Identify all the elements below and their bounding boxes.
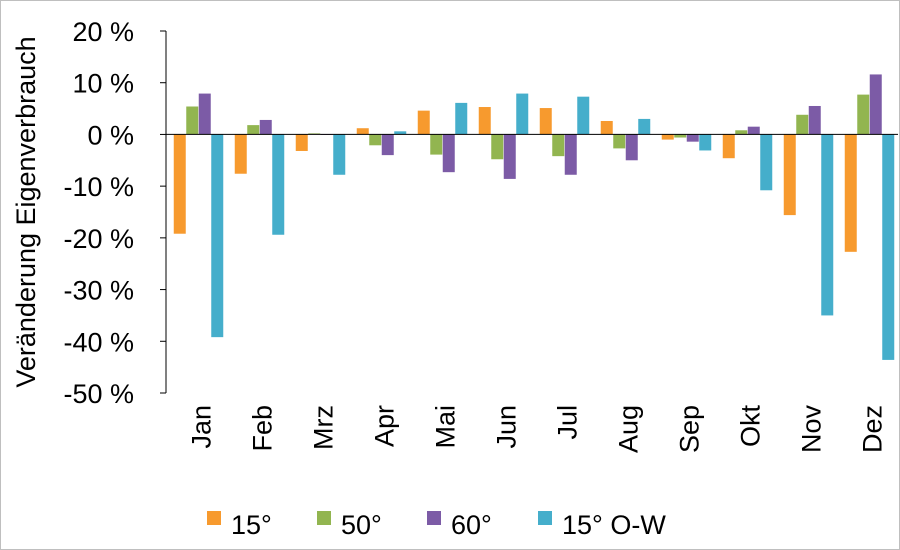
bar xyxy=(882,134,895,360)
x-tick-label: Jun xyxy=(492,405,522,449)
bar xyxy=(503,134,516,179)
bar xyxy=(577,96,590,135)
legend-swatch xyxy=(427,511,441,525)
x-tick-label: Jan xyxy=(187,405,217,449)
bar xyxy=(600,120,613,135)
bar xyxy=(844,134,857,252)
bar xyxy=(747,126,760,135)
legend-swatch xyxy=(207,511,221,525)
bar xyxy=(186,106,199,135)
y-axis-ticks: 20 % 10 % 0 % -10 % -20 % -30 % -40 % -50 % xyxy=(63,17,166,409)
y-tick-label: -50 % xyxy=(63,379,134,409)
bar xyxy=(869,74,882,135)
x-tick-label: Mai xyxy=(431,405,461,449)
legend-label: 50° xyxy=(341,510,382,540)
bar xyxy=(308,133,321,135)
bar xyxy=(491,134,504,160)
bar xyxy=(259,119,272,135)
x-tick-label: Feb xyxy=(248,405,278,452)
bar xyxy=(735,130,748,135)
bar xyxy=(808,105,821,135)
bar xyxy=(552,134,565,157)
y-tick-label: -40 % xyxy=(63,327,134,357)
legend-swatch xyxy=(317,511,331,525)
bar xyxy=(173,134,186,234)
bar xyxy=(430,134,443,155)
bar xyxy=(638,118,651,135)
bar xyxy=(234,134,247,174)
x-tick-label: Okt xyxy=(736,405,766,448)
x-axis-labels: Jan Feb Mrz Apr Mai Jun Jul Aug Sep Okt Nov Dez xyxy=(187,405,888,454)
bar xyxy=(783,134,796,216)
bar xyxy=(564,134,577,175)
bar xyxy=(356,128,369,135)
bars xyxy=(173,74,895,360)
bar xyxy=(381,134,394,156)
y-tick-label: -20 % xyxy=(63,224,134,254)
bar xyxy=(442,134,455,173)
y-tick-label: 0 % xyxy=(87,120,134,150)
bar xyxy=(722,134,735,159)
x-tick-label: Mrz xyxy=(309,405,339,450)
bar xyxy=(455,102,468,135)
bar xyxy=(821,134,834,316)
bar xyxy=(796,114,809,135)
y-tick-label: -10 % xyxy=(63,172,134,202)
bar xyxy=(417,110,430,135)
bar xyxy=(369,134,382,146)
bar xyxy=(394,131,407,135)
x-tick-label: Dez xyxy=(858,405,888,453)
bar xyxy=(613,134,626,149)
y-tick-label: 10 % xyxy=(72,69,134,99)
y-tick-label: 20 % xyxy=(72,17,134,47)
bar xyxy=(333,134,346,175)
x-tick-label: Apr xyxy=(370,405,400,447)
x-tick-label: Jul xyxy=(553,405,583,440)
bar xyxy=(686,134,699,142)
bar xyxy=(198,93,211,135)
legend: 15° 50° 60° 15° O-W xyxy=(207,510,666,540)
legend-label: 15° xyxy=(231,510,272,540)
bar xyxy=(539,108,552,135)
legend-label: 60° xyxy=(451,510,492,540)
x-tick-label: Nov xyxy=(797,405,827,454)
bar xyxy=(857,94,870,135)
bar xyxy=(625,134,638,161)
bar xyxy=(247,125,260,135)
bar xyxy=(760,134,773,191)
bar xyxy=(478,107,491,135)
y-tick-label: -30 % xyxy=(63,276,134,306)
legend-swatch xyxy=(538,511,552,525)
bar xyxy=(699,134,712,151)
bar xyxy=(272,134,285,235)
legend-label: 15° O-W xyxy=(562,510,666,540)
x-tick-label: Aug xyxy=(614,405,644,453)
bar xyxy=(661,134,674,140)
y-axis-label: Veränderung Eigenverbrauch xyxy=(11,36,41,387)
bar xyxy=(211,134,224,338)
bar xyxy=(674,134,687,138)
bar xyxy=(516,93,529,135)
bar xyxy=(295,134,308,151)
x-tick-label: Sep xyxy=(675,405,705,453)
